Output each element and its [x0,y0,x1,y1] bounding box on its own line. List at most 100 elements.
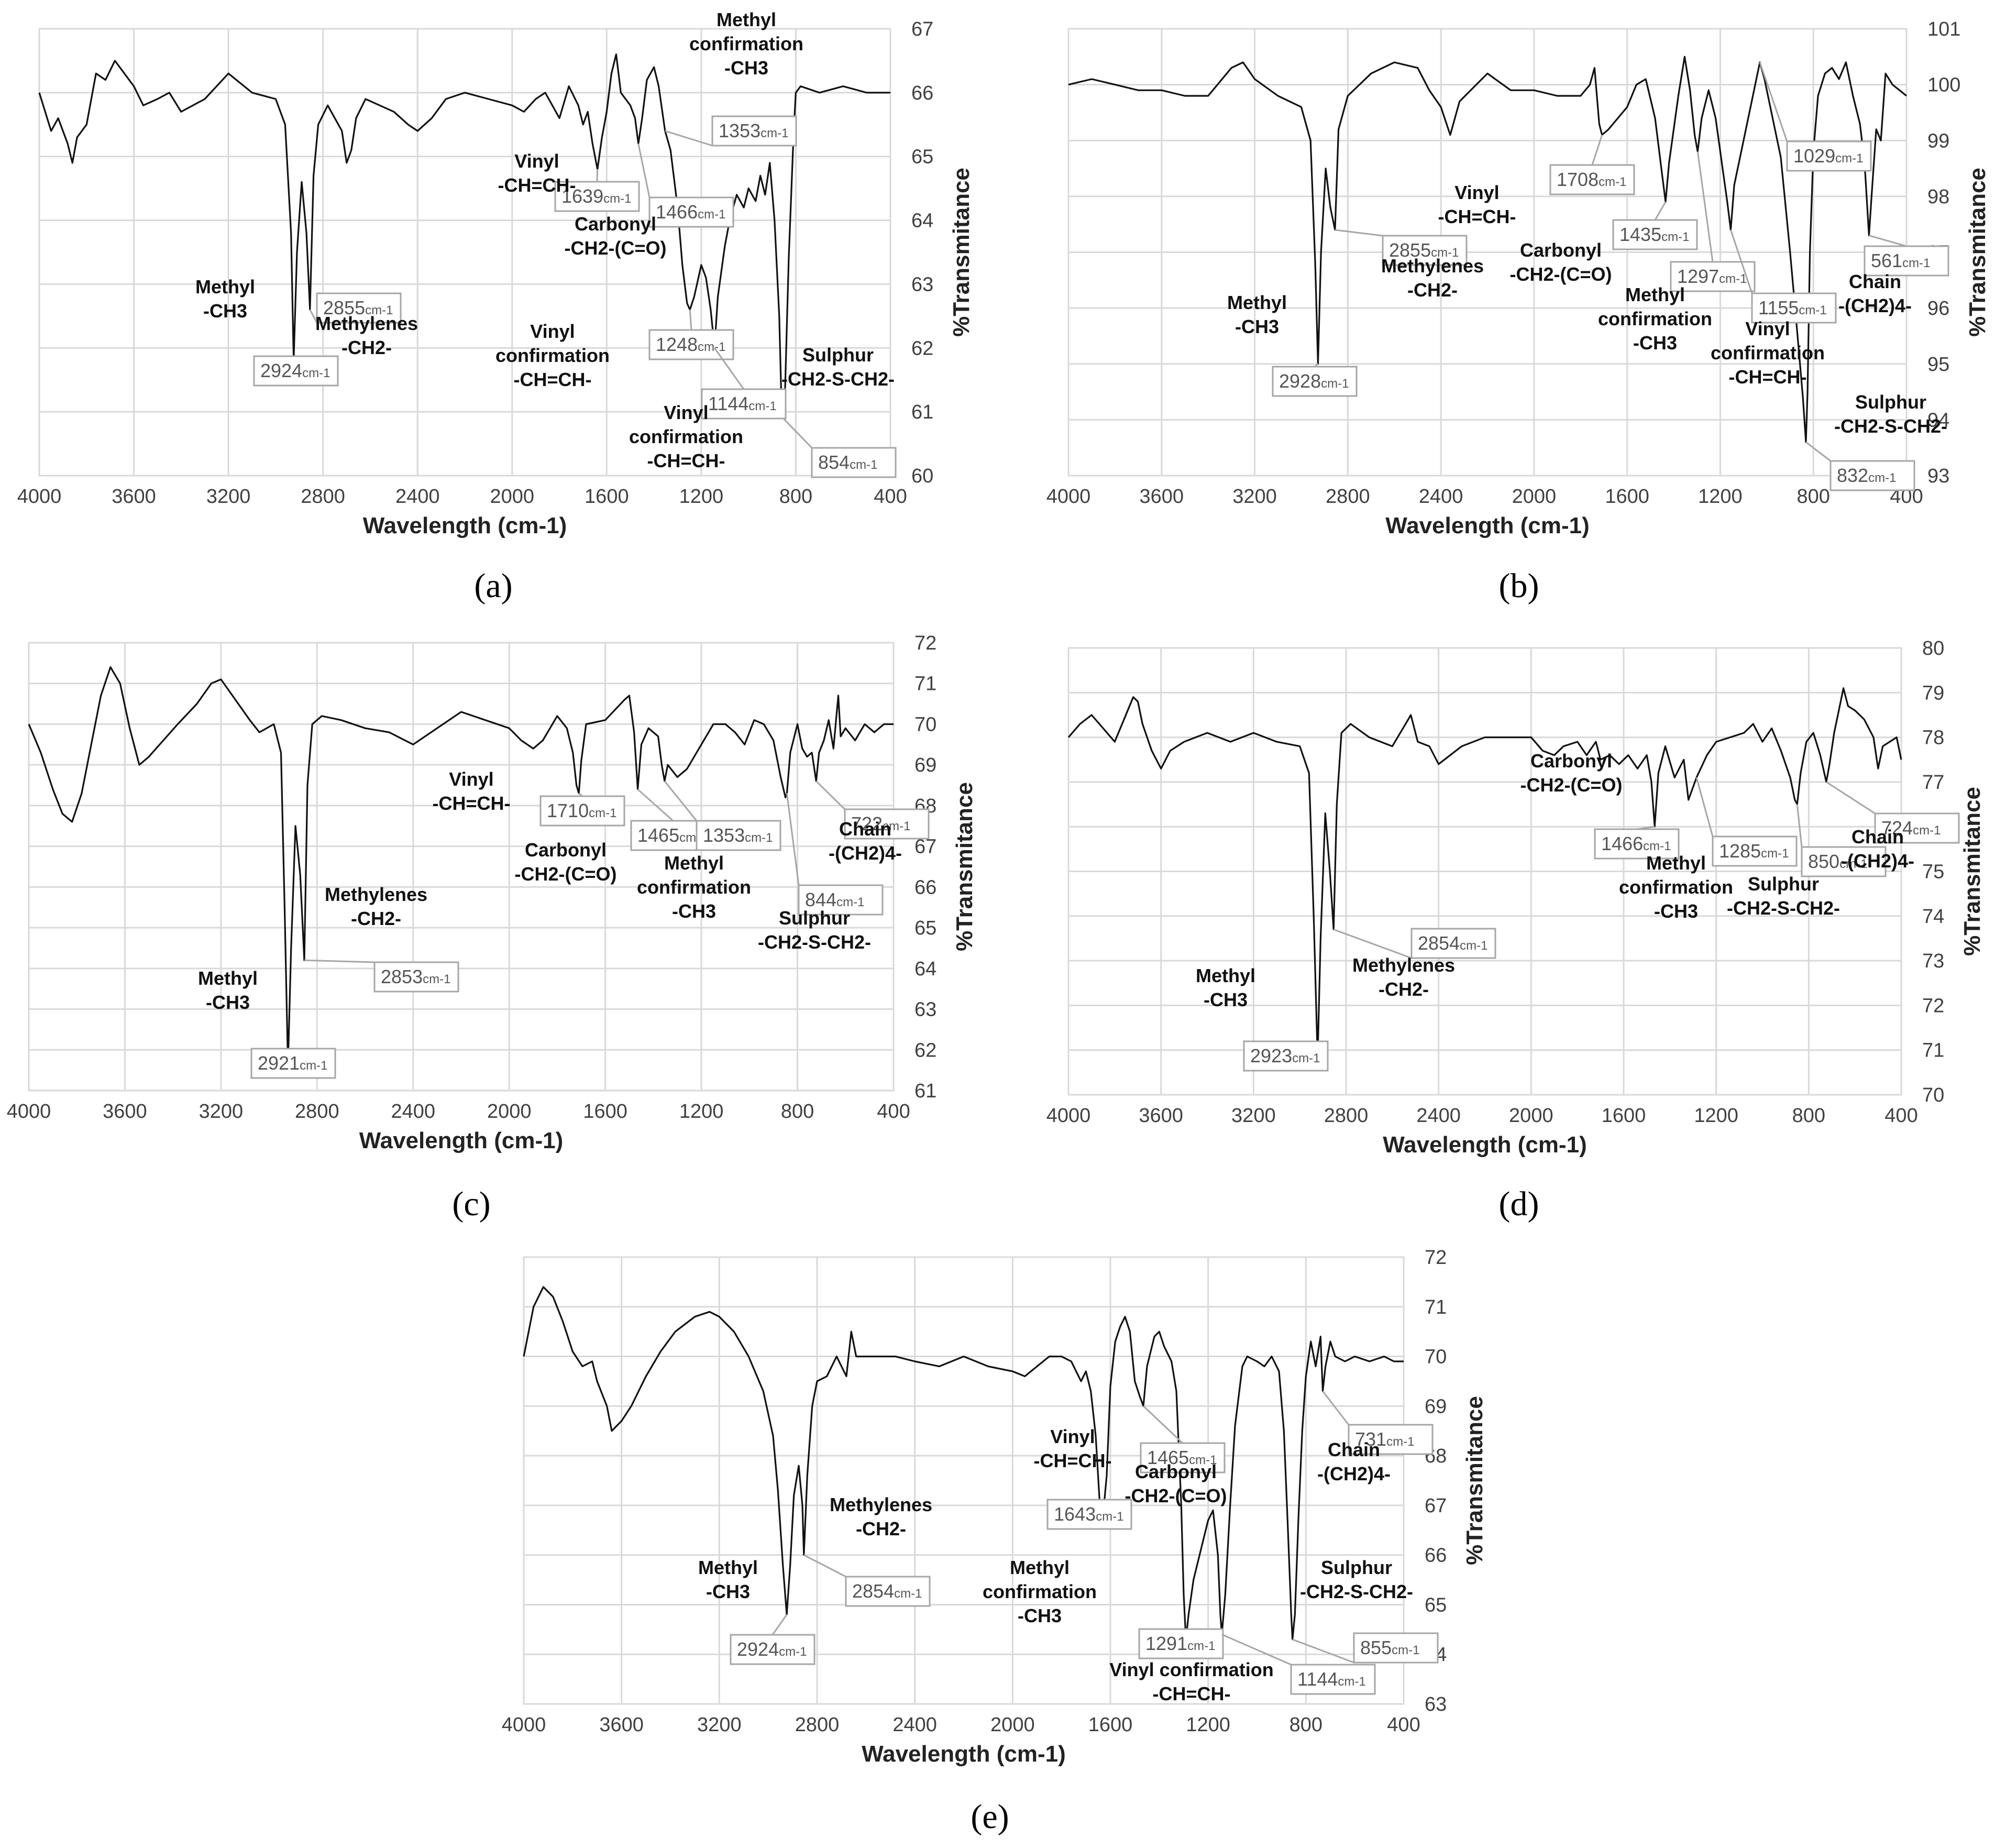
functional-group-label: -CH2- [856,1518,906,1539]
y-tick-label: 72 [1425,1247,1447,1269]
peak-unit: cm-1 [1799,303,1826,317]
x-tick-label: 3200 [1232,486,1277,508]
functional-group-label: -CH=CH- [433,793,511,814]
x-tick-label: 4000 [1046,1105,1091,1127]
y-tick-label: 69 [914,754,936,776]
peak-unit: cm-1 [1321,377,1349,391]
y-tick-label: 95 [1927,354,1949,376]
x-tick-label: 2800 [795,1714,840,1736]
peak-label-box [1272,366,1358,397]
spectrum-line [1068,56,1908,443]
functional-group-label: Sulphur [1748,873,1819,895]
functional-group-label: -CH2-S-CH2- [781,368,895,390]
peak-unit: cm-1 [1902,256,1930,270]
functional-group-label: confirmation [495,345,610,366]
functional-group-label: Methyl [664,852,724,874]
y-tick-label: 75 [1922,861,1944,883]
y-tick-label: 93 [1927,465,1949,487]
plot-frame [28,642,895,1092]
peak-label-box [845,1576,931,1607]
y-axis-title: %Transmitance [1959,787,1985,956]
y-tick-label: 94 [1927,409,1949,431]
functional-group-label: -CH2-S-CH2- [1300,1581,1413,1602]
y-tick-label: 71 [1922,1040,1944,1062]
peak-unit: cm-1 [836,895,864,909]
peak-unit: cm-1 [698,340,725,354]
peak-label: 1466cm-1 [656,201,725,223]
peak-label-box [1801,846,1887,877]
peak-leader-line [1221,1633,1292,1666]
x-tick-label: 1200 [679,1101,724,1123]
panel-label: (c) [452,1185,490,1223]
functional-group-label: -CH2- [351,908,401,929]
x-axis-title: Wavelength (cm-1) [363,513,567,538]
peak-label-box [1348,1424,1434,1455]
functional-group-label: Methyl [198,967,258,989]
y-tick-label: 60 [911,465,933,487]
peak-label-box [253,355,339,387]
functional-group-label: Chain [1328,1439,1380,1460]
functional-group-label: -CH2-S-CH2- [758,931,871,953]
y-axis-title: %Transmitance [952,782,977,951]
peak-label: 561cm-1 [1871,250,1930,271]
y-tick-label: 63 [911,273,933,295]
x-tick-label: 3600 [103,1101,147,1123]
functional-group-label: Sulphur [779,907,850,929]
functional-group-label: -CH2-S-CH2- [1834,415,1947,437]
peak-label-box [1612,219,1698,250]
peak-leader-line [689,310,692,331]
y-axis-title: %Transmitance [1462,1396,1487,1565]
peak-label: 724cm-1 [1881,817,1941,839]
functional-group-label: Chain [1849,271,1901,292]
functional-group-label: Carbonyl [1135,1461,1217,1482]
functional-group-label: -(CH2)4- [829,842,902,864]
y-tick-label: 67 [911,18,933,40]
y-tick-label: 65 [914,917,936,939]
peak-leader-line [665,130,713,147]
x-tick-label: 2400 [1419,486,1463,508]
y-tick-label: 66 [914,876,936,898]
plot-frame [1067,647,1902,1096]
peak-unit: cm-1 [1719,272,1747,286]
chart-panel-d: 4000 3600 3200 2800 2400 2000 1600 1200 800 40070… [1046,637,1985,1223]
functional-group-label: -CH3 [1018,1605,1062,1626]
peak-label: 1291cm-1 [1145,1633,1215,1654]
peak-unit: cm-1 [603,192,631,206]
plot-frame [38,28,891,477]
x-tick-label: 4000 [502,1714,546,1736]
functional-group-label: Vinyl [664,402,708,423]
functional-group-label: -CH2-(C=O) [515,863,617,885]
panel-label: (a) [474,567,512,605]
y-tick-label: 69 [1425,1395,1447,1417]
peak-label-box [1353,1632,1439,1664]
x-tick-label: 400 [1884,1105,1917,1127]
y-tick-label: 62 [914,1039,936,1061]
peak-label: 2928cm-1 [1279,370,1349,392]
functional-group-label: -CH3 [1654,900,1698,922]
peak-leader-line [782,417,813,449]
y-tick-label: 61 [911,401,933,423]
x-tick-label: 3600 [1140,486,1184,508]
functional-group-label: Sulphur [1855,391,1926,413]
x-tick-label: 2000 [1509,1105,1553,1127]
peak-label: 1144cm-1 [1297,1668,1366,1690]
functional-group-label: Vinyl [1454,182,1499,203]
peak-leader-line [637,788,674,822]
peak-leader-line [803,1554,846,1578]
functional-group-label: Chain [839,818,891,840]
x-tick-label: 2000 [990,1714,1035,1736]
functional-group-label: Methyl [1010,1557,1070,1578]
functional-group-label: -CH2-S-CH2- [1727,897,1840,919]
x-tick-label: 3200 [1231,1105,1276,1127]
y-tick-label: 66 [911,82,933,104]
y-tick-label: 77 [1922,772,1944,794]
x-tick-label: 1200 [1698,486,1743,508]
peak-label-box [1140,1442,1226,1473]
y-axis-title: %Transmitance [949,168,974,337]
x-tick-label: 800 [1797,486,1830,508]
peak-leader-line [1142,1405,1184,1444]
peak-unit: cm-1 [1386,1435,1414,1449]
peak-label: 855cm-1 [1360,1637,1419,1658]
peak-label-box [1712,835,1798,867]
y-tick-label: 61 [914,1080,936,1102]
